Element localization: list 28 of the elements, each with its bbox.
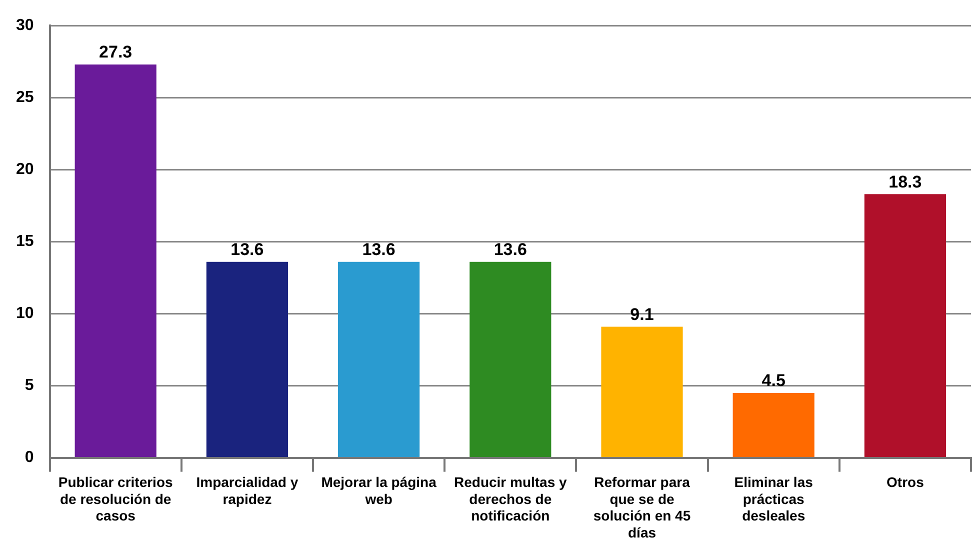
y-tick-label: 10 — [16, 305, 34, 322]
y-tick-label: 5 — [24, 377, 34, 394]
y-tick-label: 25 — [16, 89, 34, 106]
bar — [732, 392, 814, 458]
x-tick-label: Mejorar la página web — [321, 474, 437, 507]
x-tick-label: Otros — [886, 474, 924, 490]
bar — [206, 262, 288, 458]
x-tick-label: Eliminar las prácticas desleales — [734, 474, 814, 524]
bar — [601, 326, 683, 458]
bar — [338, 262, 420, 458]
y-tick-label: 0 — [24, 449, 34, 466]
data-label: 9.1 — [630, 304, 654, 324]
y-tick-label: 20 — [16, 161, 34, 178]
data-label: 18.3 — [888, 172, 922, 192]
bar — [74, 64, 156, 458]
data-label: 13.6 — [362, 240, 396, 260]
x-tick-label: Reformar para que se de solución en 45 días — [593, 474, 691, 540]
data-label: 13.6 — [230, 240, 264, 260]
y-tick-label: 30 — [16, 17, 34, 34]
data-label: 13.6 — [494, 240, 527, 260]
data-label: 4.5 — [762, 371, 786, 390]
x-tick-label: Publicar criterios de resolución de casos — [58, 474, 173, 524]
data-label: 27.3 — [99, 42, 132, 62]
x-tick-label: Imparcialidad y rapidez — [196, 474, 298, 507]
bar — [470, 262, 552, 458]
x-tick-label: Reducir multas y derechos de notificación — [454, 474, 568, 524]
bar — [864, 194, 946, 458]
y-tick-label: 15 — [16, 233, 34, 250]
